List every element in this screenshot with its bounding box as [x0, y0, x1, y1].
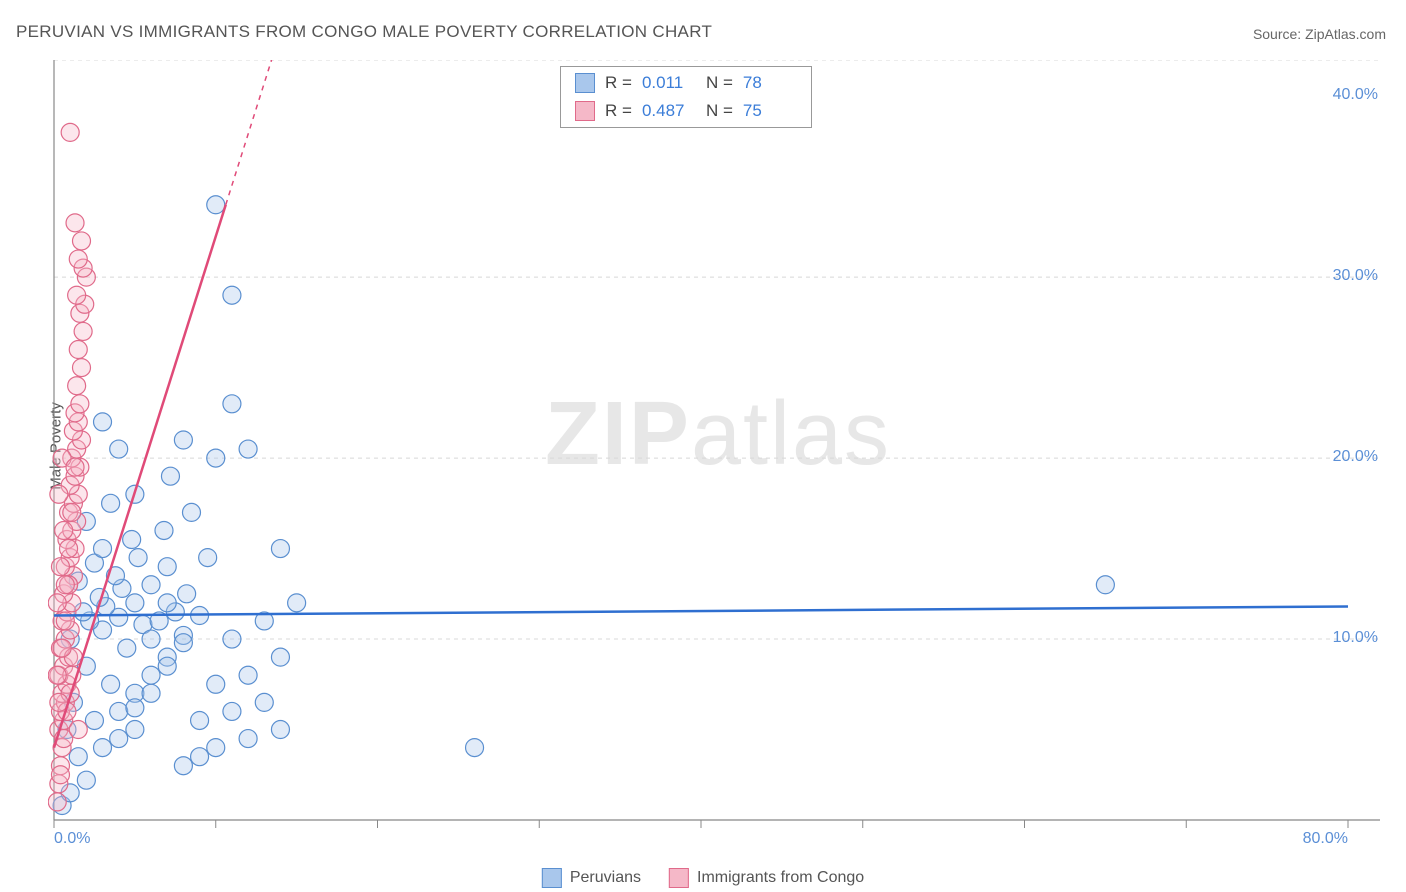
r-value: 0.487 — [642, 101, 696, 121]
axis-tick-label: 0.0% — [54, 830, 90, 848]
series-legend: Peruvians Immigrants from Congo — [542, 868, 864, 888]
axis-tick-label: 20.0% — [1333, 448, 1378, 466]
chart-title: PERUVIAN VS IMMIGRANTS FROM CONGO MALE P… — [16, 22, 712, 42]
r-label: R = — [605, 73, 632, 93]
legend-swatch — [542, 868, 562, 888]
legend-swatch — [575, 101, 595, 121]
source-attribution: Source: ZipAtlas.com — [1253, 26, 1386, 42]
legend-item: Peruvians — [542, 868, 641, 888]
n-value: 75 — [743, 101, 797, 121]
legend-swatch — [669, 868, 689, 888]
stats-row: R = 0.011 N = 78 — [561, 69, 811, 97]
stats-row: R = 0.487 N = 75 — [561, 97, 811, 125]
n-value: 78 — [743, 73, 797, 93]
axis-tick-label: 30.0% — [1333, 267, 1378, 285]
axis-tick-label: 10.0% — [1333, 629, 1378, 647]
chart-area: ZIPatlas 10.0%20.0%30.0%40.0%0.0%80.0% — [48, 60, 1388, 830]
scatter-plot — [48, 60, 1388, 830]
n-label: N = — [706, 101, 733, 121]
legend-swatch — [575, 73, 595, 93]
correlation-stats-legend: R = 0.011 N = 78 R = 0.487 N = 75 — [560, 66, 812, 128]
r-value: 0.011 — [642, 73, 696, 93]
legend-item: Immigrants from Congo — [669, 868, 864, 888]
r-label: R = — [605, 101, 632, 121]
n-label: N = — [706, 73, 733, 93]
legend-label: Immigrants from Congo — [697, 869, 864, 887]
axis-tick-label: 80.0% — [1303, 830, 1348, 848]
axis-tick-label: 40.0% — [1333, 86, 1378, 104]
legend-label: Peruvians — [570, 869, 641, 887]
